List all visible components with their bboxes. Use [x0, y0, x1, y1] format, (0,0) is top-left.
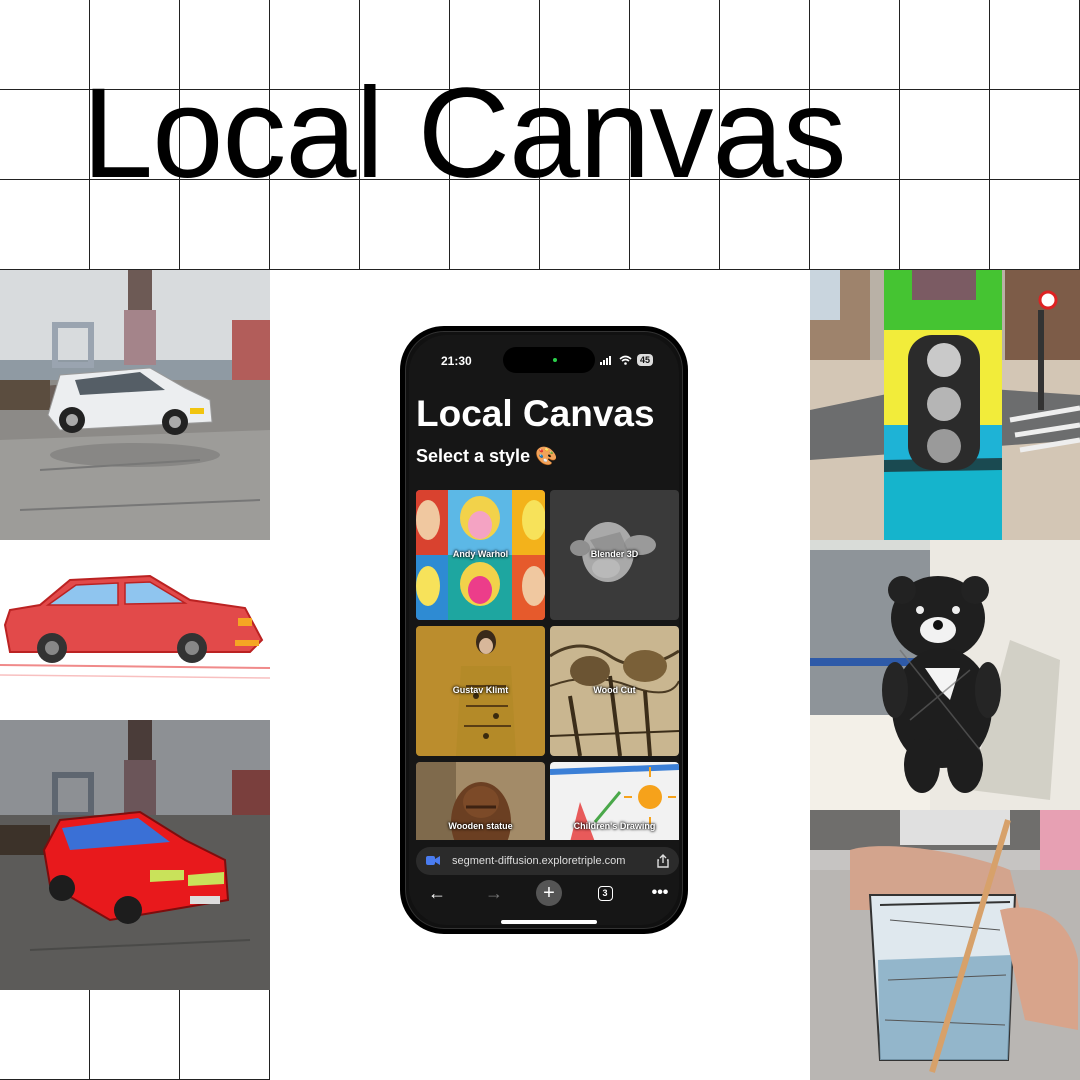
- plus-icon[interactable]: +: [536, 880, 562, 906]
- wifi-icon: [619, 355, 632, 365]
- phone-mockup: 21:30 45 Local Canvas Select a style 🎨: [400, 326, 688, 934]
- style-card-gustav-klimt[interactable]: Gustav Klimt: [416, 626, 545, 756]
- forward-arrow-icon[interactable]: →: [485, 882, 503, 903]
- style-card-wood-cut[interactable]: Wood Cut: [550, 626, 679, 756]
- style-grid: Andy Warhol Blender 3D: [416, 490, 679, 840]
- style-label: Gustav Klimt: [452, 685, 509, 695]
- knitted-traffic-light: [810, 270, 1080, 540]
- style-label: Blender 3D: [590, 549, 639, 559]
- childs-drawing-red-car: [0, 540, 270, 720]
- battery-indicator: 45: [636, 354, 653, 366]
- url-text: segment-diffusion.exploretriple.com: [452, 855, 626, 867]
- page-title: Local Canvas: [82, 62, 847, 205]
- dynamic-island: [503, 347, 595, 373]
- more-icon[interactable]: •••: [651, 884, 669, 901]
- woodcut-teddy-bear: [810, 540, 1080, 810]
- browser-url-bar[interactable]: segment-diffusion.exploretriple.com: [416, 847, 679, 875]
- video-icon: [426, 856, 440, 865]
- phone-screen: 21:30 45 Local Canvas Select a style 🎨: [409, 335, 679, 925]
- style-label: Wooden statue: [448, 821, 513, 831]
- app-title: Local Canvas: [416, 393, 655, 434]
- red-drawn-car-photo: [0, 720, 270, 990]
- status-bar: 21:30 45: [409, 335, 679, 375]
- browser-toolbar: ← → + 3 •••: [409, 880, 679, 910]
- share-icon[interactable]: [657, 854, 669, 868]
- style-card-childrens-drawing[interactable]: Children's Drawing: [550, 762, 679, 840]
- status-time: 21:30: [441, 354, 472, 368]
- tab-count: 3: [597, 885, 613, 901]
- style-card-wooden-statue[interactable]: Wooden statue: [416, 762, 545, 840]
- status-icons: 45: [599, 354, 653, 366]
- camera-indicator-icon: [553, 358, 557, 362]
- signal-icon: [599, 355, 611, 365]
- home-indicator[interactable]: [501, 920, 597, 924]
- app-subtitle: Select a style 🎨: [416, 446, 558, 466]
- photo-white-car: [0, 270, 270, 540]
- tabs-icon[interactable]: 3: [592, 880, 618, 906]
- style-label: Wood Cut: [593, 685, 636, 695]
- style-card-blender-3d[interactable]: Blender 3D: [550, 490, 679, 620]
- style-label: Andy Warhol: [452, 549, 509, 559]
- style-label: Children's Drawing: [573, 821, 656, 831]
- sketched-glass: [810, 810, 1080, 1080]
- back-arrow-icon[interactable]: ←: [428, 882, 446, 903]
- style-card-andy-warhol[interactable]: Andy Warhol: [416, 490, 545, 620]
